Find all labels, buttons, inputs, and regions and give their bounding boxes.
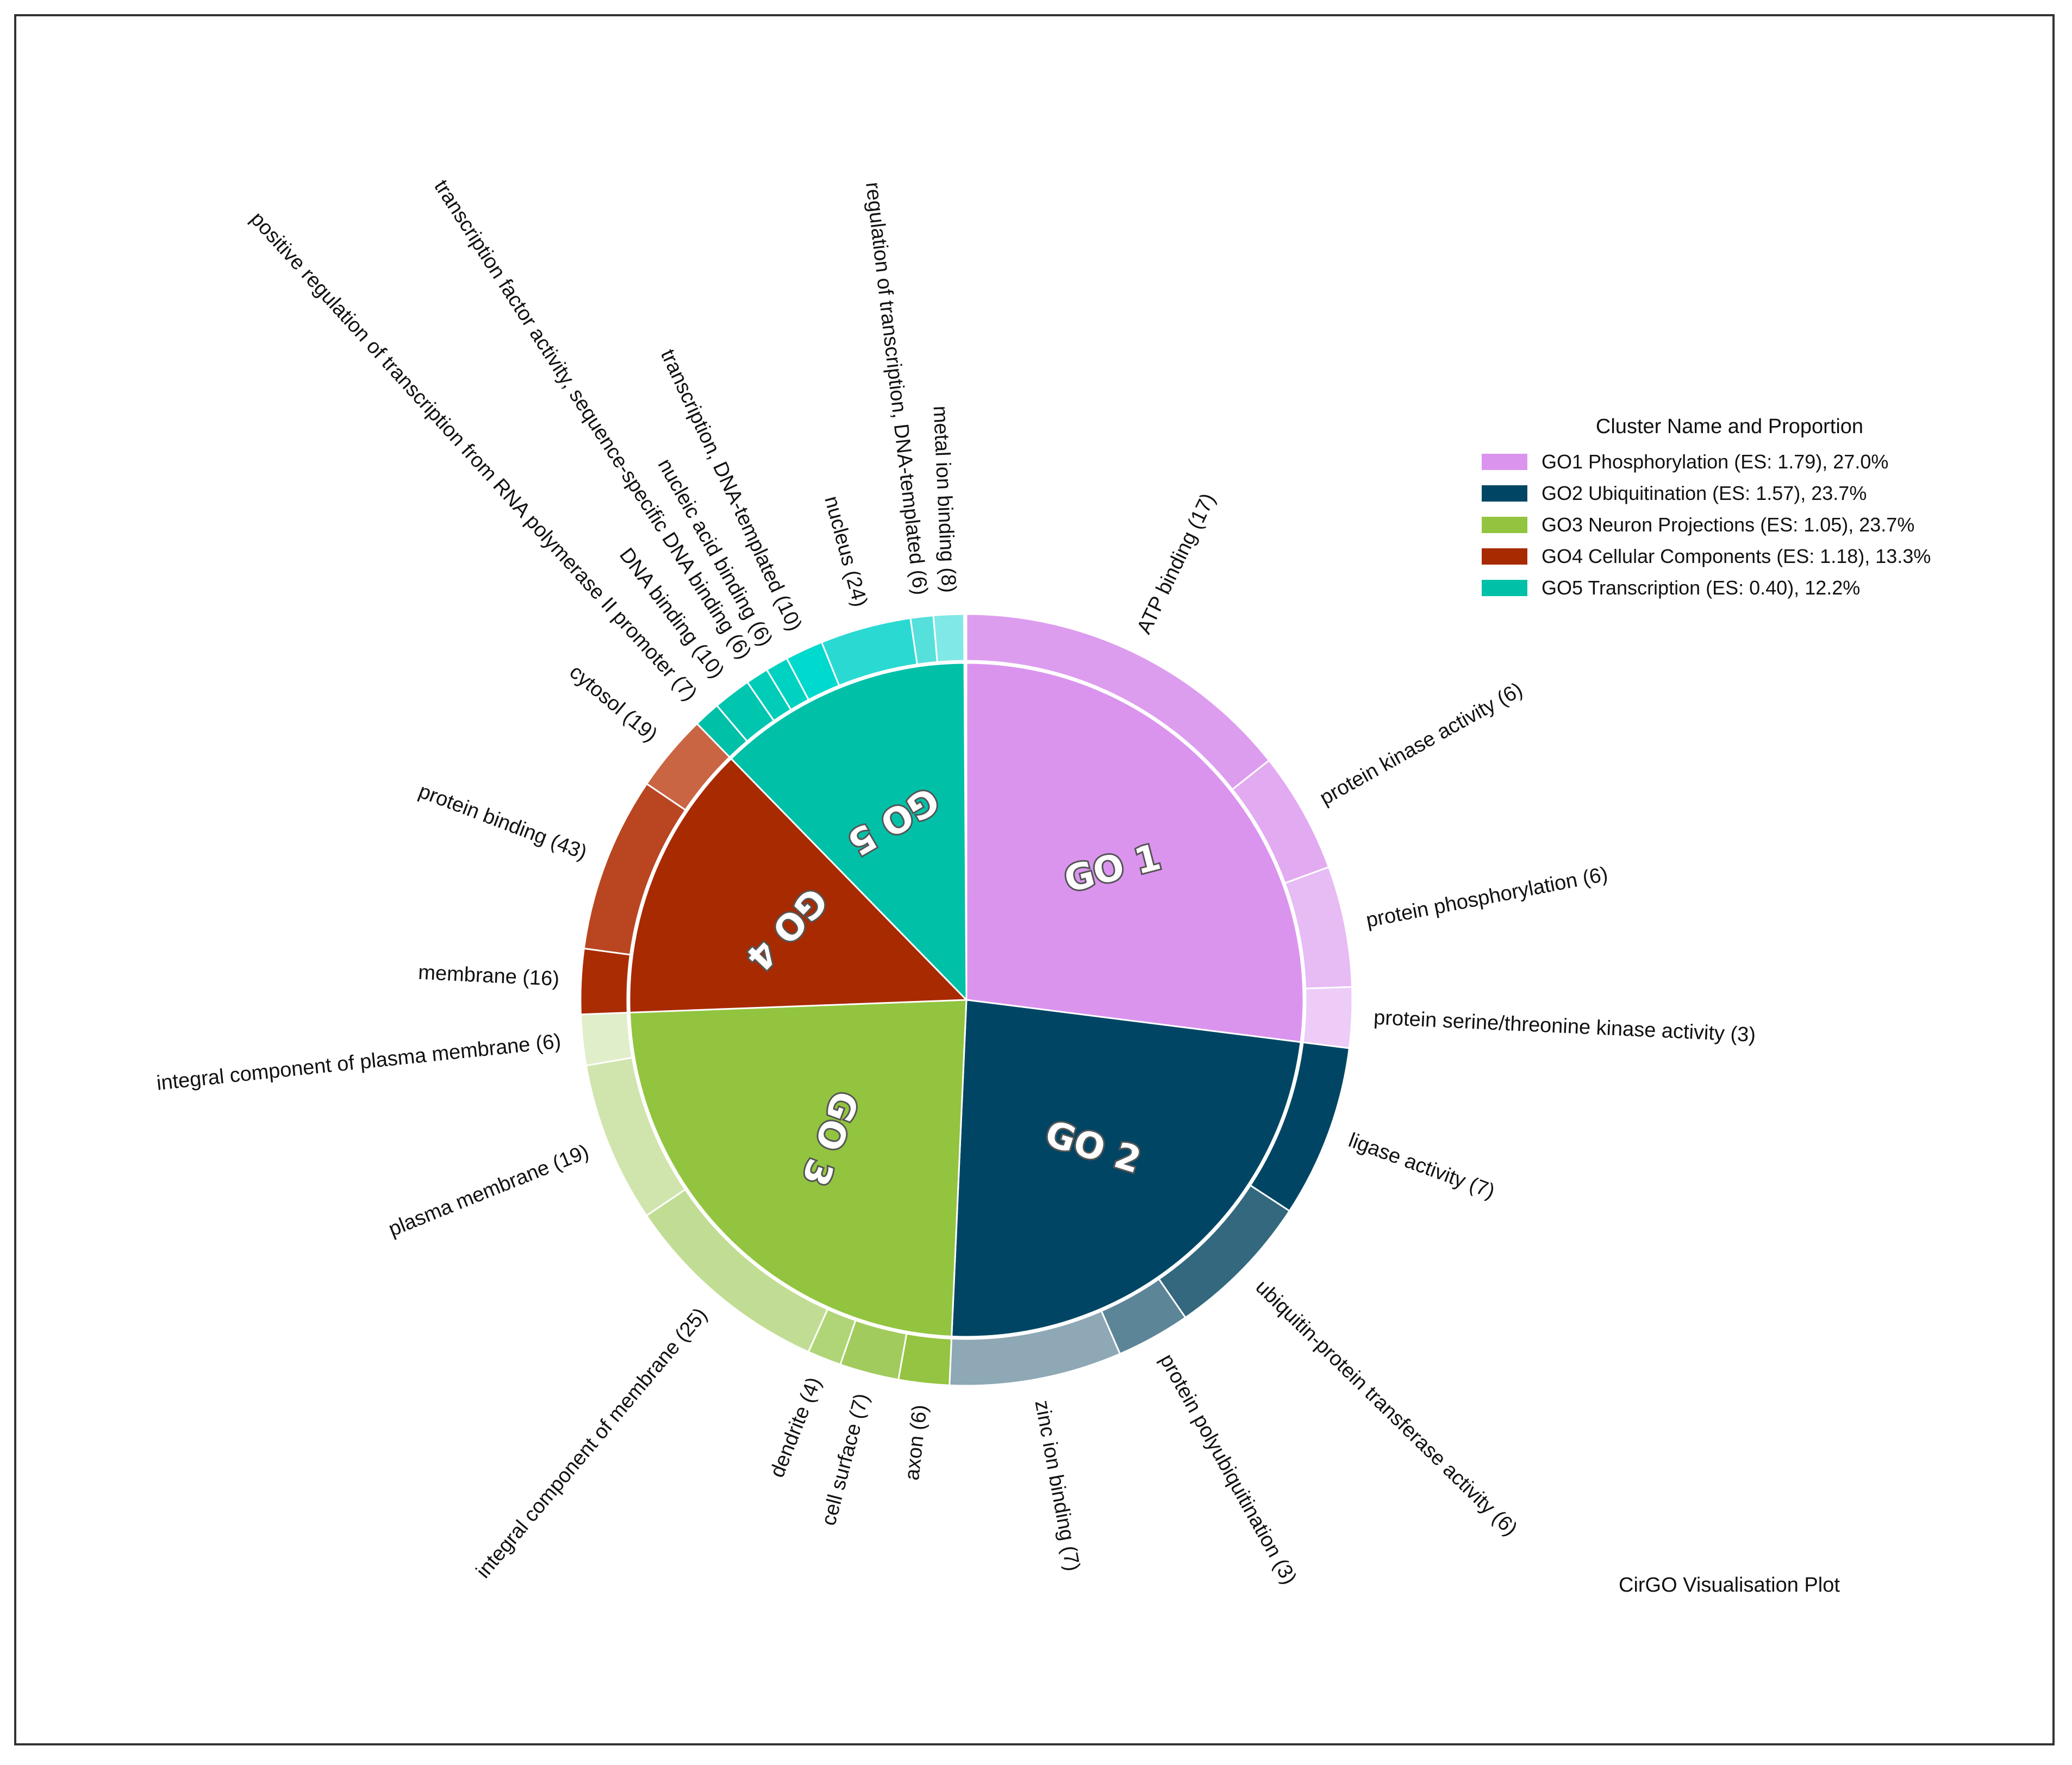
legend-swatch: [1482, 485, 1527, 502]
term-label: dendrite (4): [766, 1374, 826, 1481]
term-label: membrane (16): [417, 961, 559, 991]
term-label: protein polyubiquitination (3): [1155, 1350, 1301, 1588]
term-label: protein serine/threonine kinase activity…: [1373, 1006, 1756, 1047]
term-slice: [579, 1011, 633, 1067]
term-label: regulation of transcription, DNA-templat…: [861, 181, 932, 596]
cluster-wedge-go2: [951, 999, 1302, 1338]
term-label: protein binding (43): [415, 780, 590, 865]
cluster-wedge-go5: [730, 662, 968, 1002]
legend-item-go4: GO4 Cellular Components (ES: 1.18), 13.3…: [1480, 541, 2023, 572]
legend-item-go5: GO5 Transcription (ES: 0.40), 12.2%: [1480, 572, 2023, 604]
term-label: nucleus (24): [820, 493, 871, 609]
term-label: ATP binding (17): [1133, 490, 1220, 637]
term-slice: [579, 947, 632, 1016]
term-label: metal ion binding (8): [929, 405, 960, 593]
legend-item-label: GO5 Transcription (ES: 0.40), 12.2%: [1541, 577, 1861, 599]
cluster-wedge-go3: [628, 999, 968, 1337]
term-label: ligase activity (7): [1345, 1129, 1497, 1203]
term-label: ubiquitin-protein transferase activity (…: [1251, 1275, 1522, 1540]
inner-pie: [627, 661, 1306, 1339]
legend-title: Cluster Name and Proportion: [1595, 415, 1864, 438]
legend-item-label: GO2 Ubiquitination (ES: 1.57), 23.7%: [1541, 482, 1867, 504]
legend-item-go3: GO3 Neuron Projections (ES: 1.05), 23.7%: [1480, 509, 2023, 541]
term-label: axon (6): [901, 1404, 932, 1481]
legend-item-label: GO3 Neuron Projections (ES: 1.05), 23.7%: [1541, 514, 1915, 536]
legend: Cluster Name and Proportion GO1 Phosphor…: [1480, 415, 2023, 604]
legend-swatch: [1482, 580, 1527, 596]
legend-swatch: [1482, 548, 1527, 565]
term-label: protein kinase activity (6): [1316, 678, 1526, 810]
term-label: plasma membrane (19): [385, 1140, 592, 1241]
term-slice: [897, 1332, 953, 1386]
legend-swatch: [1482, 454, 1527, 470]
term-label: integral component of plasma membrane (6…: [155, 1030, 562, 1095]
chart-caption: CirGO Visualisation Plot: [1619, 1574, 1840, 1597]
term-label: zinc ion binding (7): [1030, 1398, 1084, 1573]
term-label: integral component of membrane (25): [472, 1304, 712, 1582]
legend-item-label: GO1 Phosphorylation (ES: 1.79), 27.0%: [1541, 450, 1889, 473]
term-label: protein phosphorylation (6): [1364, 863, 1610, 932]
legend-item-label: GO4 Cellular Components (ES: 1.18), 13.3…: [1541, 545, 1931, 567]
legend-swatch: [1482, 517, 1527, 533]
cluster-wedge-go4: [628, 757, 969, 1013]
term-label: cell surface (7): [817, 1391, 874, 1528]
term-label: cytosol (19): [565, 660, 662, 746]
legend-item-go2: GO2 Ubiquitination (ES: 1.57), 23.7%: [1480, 478, 2023, 509]
term-slice: [1302, 986, 1353, 1049]
cluster-wedge-go1: [965, 662, 1305, 1043]
term-slice: [932, 613, 965, 663]
term-label: positive regulation of transcription fro…: [246, 208, 701, 705]
ring-separator: [627, 661, 1306, 1339]
legend-item-go1: GO1 Phosphorylation (ES: 1.79), 27.0%: [1480, 446, 2023, 478]
